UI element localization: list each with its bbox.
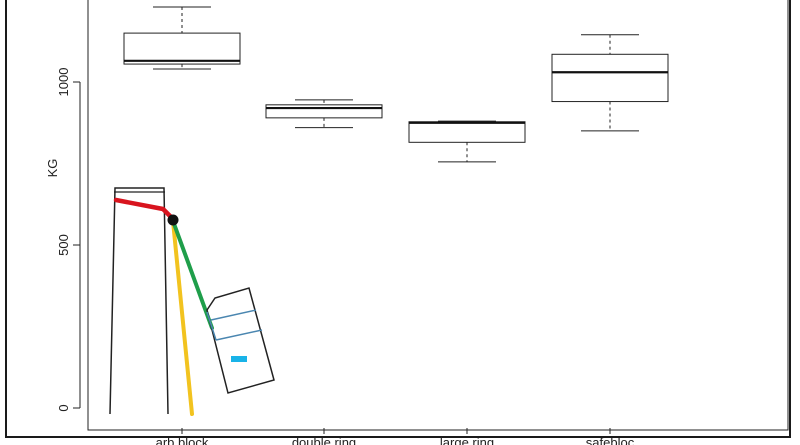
overlay-drawing [109,187,275,416]
x-tick-labels: arb block double ring large ring safebloc [156,428,635,445]
knot-icon [167,214,179,226]
y-tick-label: 500 [56,234,71,256]
iqr-box [123,32,241,65]
x-tick-label: double ring [292,435,356,445]
x-tick-label: arb block [156,435,209,445]
device-icon [206,287,275,394]
box-double-ring [265,99,383,129]
y-axis: 0 500 1000 [56,68,81,412]
plot-area [87,0,789,431]
iqr-box [551,53,669,103]
anchor-post-icon [109,187,169,415]
y-tick-label: 0 [56,404,71,411]
x-tick-label: large ring [440,435,494,445]
boxes-group [123,6,669,163]
y-tick-label: 1000 [56,68,71,97]
iqr-box [265,104,383,119]
y-axis-label: KG [45,159,60,178]
box-large-ring [408,120,526,163]
rope-icon [171,219,214,330]
box-safebloc [551,34,669,132]
rope-yellow [171,219,194,416]
x-tick-label: safebloc [586,435,635,445]
iqr-box [408,121,526,143]
box-arb-block [123,6,241,70]
